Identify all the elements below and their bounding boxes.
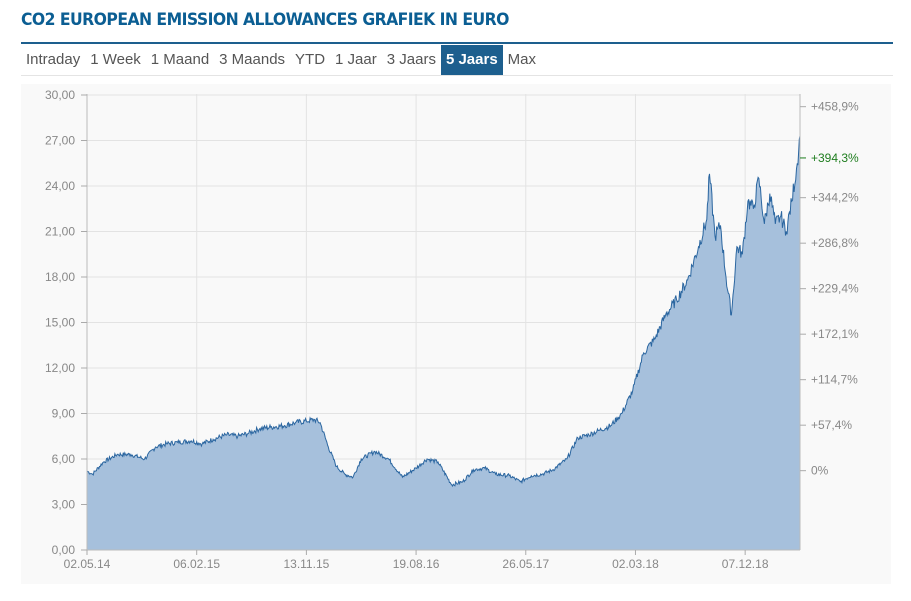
y-axis-ticks: 0,00 3,00 6,00 9,00 12,00 15,00 18,00 21,00 24,0… xyxy=(45,88,87,557)
y-tick-label: 9,00 xyxy=(52,407,76,421)
percent-axis-ticks: 0% +57,4% +114,7% +172,1% +229,4% +286,8% +344… xyxy=(800,100,859,478)
timeframe-tabs: Intraday 1 Week 1 Maand 3 Maands YTD 1 J… xyxy=(21,45,541,75)
x-tick-label: 02.03.18 xyxy=(612,557,659,571)
tab-3-jaars[interactable]: 3 Jaars xyxy=(386,51,436,68)
x-tick-label: 06.02.15 xyxy=(173,557,220,571)
tab-ytd[interactable]: YTD xyxy=(295,51,326,68)
tab-1-jaar[interactable]: 1 Jaar xyxy=(335,51,377,68)
y-tick-label: 15,00 xyxy=(45,316,75,330)
percent-tick-label: +114,7% xyxy=(811,373,858,387)
tab-3-maands[interactable]: 3 Maands xyxy=(219,51,286,68)
tab-1-week[interactable]: 1 Week xyxy=(90,51,141,68)
y-tick-label: 24,00 xyxy=(45,179,75,193)
price-line xyxy=(86,135,801,488)
y-tick-label: 18,00 xyxy=(45,270,75,284)
y-tick-label: 0,00 xyxy=(52,543,76,557)
percent-tick-label: +229,4% xyxy=(811,282,859,296)
tab-1-maand[interactable]: 1 Maand xyxy=(150,51,210,68)
x-tick-label: 07.12.18 xyxy=(722,557,769,571)
page-title: CO2 EUROPEAN EMISSION ALLOWANCES GRAFIEK… xyxy=(21,10,509,30)
x-axis-ticks: 02.05.14 06.02.15 13.11.15 19.08.16 26.05.17… xyxy=(64,550,769,571)
tab-intraday[interactable]: Intraday xyxy=(26,51,81,68)
tabs-divider xyxy=(21,75,893,76)
title-divider xyxy=(21,42,893,44)
tab-5-jaars[interactable]: 5 Jaars xyxy=(440,45,503,75)
percent-tick-label: 0% xyxy=(811,464,829,478)
percent-tick-label: +286,8% xyxy=(811,236,859,250)
x-tick-label: 26.05.17 xyxy=(502,557,549,571)
current-value-marker: +394,3% xyxy=(800,151,859,165)
x-tick-label: 13.11.15 xyxy=(283,557,329,571)
x-tick-label: 19.08.16 xyxy=(393,557,440,571)
percent-tick-label: +172,1% xyxy=(811,327,859,341)
x-tick-label: 02.05.14 xyxy=(64,557,111,571)
price-area-fill xyxy=(87,135,800,550)
y-tick-label: 27,00 xyxy=(45,134,75,148)
percent-tick-label: +344,2% xyxy=(811,191,859,205)
y-tick-label: 12,00 xyxy=(45,361,75,375)
current-value-label: +394,3% xyxy=(811,151,859,165)
tab-max[interactable]: Max xyxy=(507,51,537,68)
percent-tick-label: +57,4% xyxy=(811,418,852,432)
y-tick-label: 6,00 xyxy=(52,452,76,466)
percent-tick-label: +458,9% xyxy=(811,100,859,114)
y-tick-label: 21,00 xyxy=(45,225,75,239)
y-tick-label: 3,00 xyxy=(52,498,76,512)
y-tick-label: 30,00 xyxy=(45,88,75,102)
